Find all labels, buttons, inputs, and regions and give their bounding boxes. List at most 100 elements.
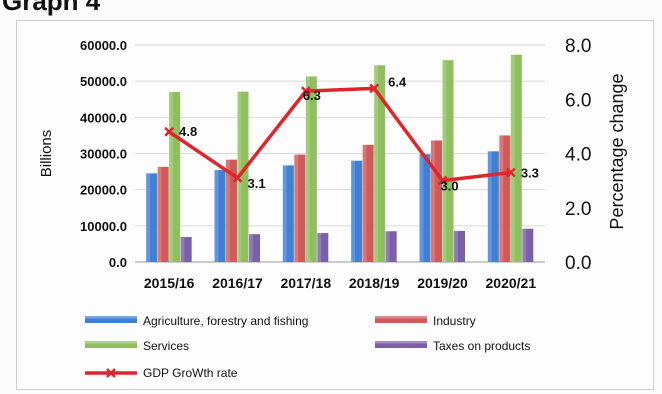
x-tick-label: 2016/17 [212, 275, 263, 291]
y2-axis-title: Percentage change [607, 73, 627, 229]
bars [146, 54, 534, 263]
y-tick-label: 50000.0 [80, 74, 127, 89]
gdp-data-label: 3.1 [248, 176, 266, 191]
bar [374, 65, 386, 263]
bar-highlight [522, 228, 527, 262]
bar-highlight [317, 233, 322, 262]
legend-label: Taxes on products [433, 339, 530, 353]
legend-swatch-highlight [375, 341, 427, 344]
gdp-data-label: 3.3 [521, 165, 539, 180]
gdp-point-marker [300, 86, 311, 96]
legend-label: Services [143, 339, 189, 353]
bar-highlight [282, 165, 287, 262]
bar-highlight [226, 159, 230, 262]
bar [146, 173, 158, 262]
gdp-data-label: 6.3 [303, 88, 321, 103]
bar [431, 140, 442, 262]
bar-highlight [385, 231, 390, 262]
bar [226, 159, 237, 262]
y-tick-label: 10000.0 [80, 219, 127, 234]
legend-item: Services [85, 339, 189, 353]
bar-highlight [305, 76, 310, 262]
y-tick-label: 30000.0 [80, 147, 127, 162]
x-tick-label: 2019/20 [417, 275, 468, 291]
x-tick-label: 2015/16 [144, 275, 195, 291]
bar-highlight [510, 54, 515, 262]
bar [499, 135, 511, 262]
bar [169, 92, 181, 263]
bar-highlight [454, 230, 458, 262]
bar [351, 160, 363, 262]
y2-tick-label: 6.0 [565, 90, 591, 111]
bar-highlight [146, 173, 151, 262]
gdp-data-label: 6.4 [388, 74, 407, 89]
legend-item: Agriculture, forestry and fishing [85, 314, 308, 328]
bar-highlight [214, 170, 219, 262]
bar [249, 234, 260, 262]
x-tick-label: 2017/18 [281, 275, 332, 291]
bar-highlight [180, 237, 185, 262]
bar [282, 165, 294, 262]
legend-item: Taxes on products [375, 339, 530, 353]
bar-highlight [442, 60, 447, 262]
chart-frame: 4.8 3.1 6.3 6.4 3.0 3.3 0.0 10000.0 20000.0 3000… [16, 20, 654, 390]
y-tick-label: 40000.0 [80, 110, 127, 125]
bar-highlight [351, 160, 356, 262]
axes: 0.0 10000.0 20000.0 30000.0 40000.0 50000.0 60… [38, 36, 627, 291]
legend-swatch [85, 341, 137, 348]
bar [442, 60, 454, 262]
bar [419, 154, 431, 262]
legend-swatch [375, 316, 427, 323]
gdp-growth-line: 4.8 3.1 6.3 6.4 3.0 3.3 [164, 74, 539, 194]
gdp-point-marker [369, 83, 380, 94]
gdp-data-label: 4.8 [179, 124, 197, 139]
y-tick-label: 60000.0 [80, 38, 127, 53]
bar [294, 154, 306, 262]
gdp-point-marker [505, 167, 516, 178]
y2-tick-label: 4.0 [565, 145, 591, 166]
x-tick-label: 2020/21 [486, 275, 537, 291]
y-axis-title: Billions [38, 130, 55, 178]
bar-highlight [169, 92, 174, 263]
legend-label: Industry [433, 314, 476, 328]
bar [522, 228, 534, 262]
page-title: Graph 4 [2, 0, 101, 16]
y-tick-label: 0.0 [109, 255, 127, 270]
y-tick-label: 20000.0 [80, 183, 127, 198]
gdp-combo-chart: 4.8 3.1 6.3 6.4 3.0 3.3 0.0 10000.0 20000.0 3000… [38, 36, 627, 380]
bar [305, 76, 317, 262]
gdp-point-marker [164, 126, 175, 137]
bar [214, 170, 226, 262]
gdp-data-label: 3.0 [441, 179, 459, 194]
bar [487, 151, 499, 262]
bar [180, 237, 192, 262]
bar-highlight [499, 135, 504, 262]
bar [317, 233, 329, 262]
bar-highlight [249, 234, 253, 262]
legend: Agriculture, forestry and fishing Industr… [85, 314, 530, 380]
bar-highlight [374, 65, 379, 263]
legend-marker [106, 368, 116, 378]
legend-item: Industry [375, 314, 476, 328]
bar [454, 230, 465, 262]
gridlines [135, 44, 545, 263]
legend-swatch-highlight [375, 316, 427, 319]
bar-highlight [362, 144, 367, 262]
bar [510, 54, 522, 262]
bar-highlight [431, 140, 435, 262]
bar [385, 231, 397, 262]
bar-highlight [419, 154, 424, 262]
bar [237, 91, 249, 262]
gdp-point-marker [232, 173, 243, 183]
bar-highlight [487, 151, 492, 262]
legend-swatch-highlight [85, 341, 137, 344]
x-tick-label: 2018/19 [349, 275, 400, 291]
gdp-line-path [168, 86, 512, 183]
gdp-point-marker [437, 175, 448, 186]
y2-tick-label: 0.0 [565, 253, 591, 274]
legend-swatch [85, 316, 137, 323]
bar-highlight [157, 166, 162, 262]
legend-label: GDP GroWth rate [143, 366, 238, 380]
legend-swatch-highlight [85, 316, 137, 319]
legend-swatch [375, 341, 427, 348]
